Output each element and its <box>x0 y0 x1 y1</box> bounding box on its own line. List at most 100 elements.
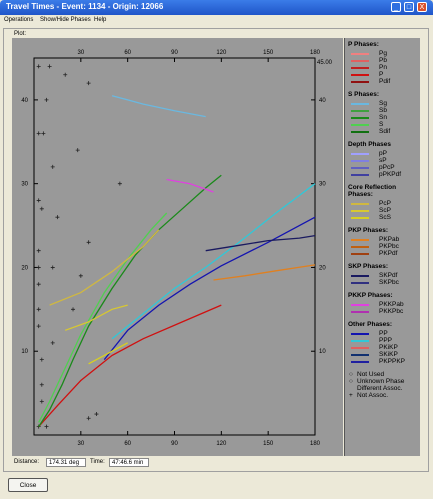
not-assoc-marker <box>63 72 68 77</box>
legend-item-ppp: PPP <box>379 337 393 344</box>
phase-curve-pkpab <box>213 264 316 281</box>
legend-swatch-ppkpdf <box>351 174 369 176</box>
legend-item-scs: ScS <box>379 214 391 221</box>
x-tick-label-bottom: 90 <box>171 441 178 447</box>
not-assoc-marker <box>39 357 44 362</box>
minimize-button[interactable]: _ <box>391 2 401 12</box>
not-assoc-marker <box>75 148 80 153</box>
title-bar[interactable]: Travel Times - Event: 1134 - Origin: 120… <box>0 0 433 15</box>
phase-curve-s <box>38 212 168 423</box>
legend-swatch-skpdf <box>351 275 369 277</box>
legend-group-title: Core Reflection Phases: <box>348 184 397 198</box>
phase-legend: P Phases: Pg Pb Pn P Pdif S Phases: Sg Sb Sn S Sdif… <box>344 38 420 456</box>
not-assoc-marker <box>47 64 52 69</box>
legend-swatch-scs <box>351 217 369 219</box>
phase-curve-pkkpab <box>166 178 214 193</box>
menu-operations[interactable]: Operations <box>4 17 34 23</box>
travel-time-chart[interactable]: 30 30 60 60 90 90 120 120 150 150 180 180 10 10 20 20 30… <box>12 38 343 456</box>
legend-marker-symbol: + <box>349 392 353 399</box>
close-window-button[interactable]: X <box>417 2 427 12</box>
legend-swatch-pcp <box>351 203 369 205</box>
not-assoc-marker <box>50 340 55 345</box>
legend-group-title: PKKP Phases: <box>348 292 393 299</box>
legend-marker-item: Unknown Phase <box>357 378 405 385</box>
close-button[interactable]: Close <box>8 478 48 492</box>
y-tick-label-left: 40 <box>21 98 28 104</box>
not-assoc-marker <box>36 265 41 270</box>
legend-swatch-pdif <box>351 81 369 83</box>
menu-help[interactable]: Help <box>94 17 107 23</box>
y-tick-label-left: 20 <box>21 265 28 271</box>
not-assoc-marker <box>78 273 83 278</box>
legend-item-pkpbc: PKPbc <box>379 243 399 250</box>
not-assoc-marker <box>94 412 99 417</box>
legend-swatch-ppcp <box>351 167 369 169</box>
legend-item-sdif: Sdif <box>379 128 391 135</box>
legend-marker-item: Different Assoc. <box>357 385 403 392</box>
time-value: 47:46.6 min <box>109 458 149 467</box>
legend-item-sb: Sb <box>379 107 387 114</box>
x-tick-label-bottom: 120 <box>216 441 227 447</box>
y-tick-label-right: 10 <box>319 349 326 355</box>
legend-item-pdif: Pdif <box>379 78 391 85</box>
window-title: Travel Times - Event: 1134 - Origin: 120… <box>6 2 164 11</box>
legend-item-skpdf: SKPdf <box>379 272 398 279</box>
not-assoc-marker <box>86 81 91 86</box>
menu-show-hide-phases[interactable]: Show/Hide Phases <box>40 17 91 23</box>
menu-bar: Operations Show/Hide Phases Help <box>0 15 433 26</box>
x-tick-label-top: 180 <box>310 50 321 56</box>
legend-item-pn: Pn <box>379 64 387 71</box>
x-tick-label-top: 60 <box>124 50 131 56</box>
not-assoc-marker <box>117 181 122 186</box>
not-assoc-marker <box>36 248 41 253</box>
phase-curve-pcp <box>49 229 160 306</box>
not-assoc-marker <box>41 131 46 136</box>
legend-swatch-pkpbc <box>351 246 369 248</box>
x-tick-label-bottom: 30 <box>77 441 84 447</box>
phase-curve-skpdf <box>205 234 316 252</box>
legend-item-pp: pP <box>379 150 387 157</box>
legend-group-title: P Phases: <box>348 41 379 48</box>
phase-curve-p <box>38 304 222 428</box>
legend-swatch-ppp <box>351 340 369 342</box>
legend-swatch-s <box>351 124 369 126</box>
plot-area[interactable]: 30 30 60 60 90 90 120 120 150 150 180 180 10 10 20 20 30… <box>12 38 343 456</box>
legend-swatch-sb <box>351 110 369 112</box>
plot-border <box>33 57 316 436</box>
phase-curve-scs <box>88 342 129 365</box>
maximize-button[interactable]: □ <box>404 2 414 12</box>
x-tick-label-bottom: 150 <box>263 441 274 447</box>
not-assoc-marker <box>39 206 44 211</box>
plot-frame <box>3 28 429 472</box>
legend-item-pkkpbc: PKKPbc <box>379 308 404 315</box>
not-assoc-marker <box>44 97 49 102</box>
not-assoc-marker <box>39 399 44 404</box>
time-label: Time: <box>90 459 105 465</box>
phase-curve-sg <box>111 95 206 118</box>
legend-item-ppkpdf: pPKPdf <box>379 171 402 178</box>
legend-group-title: SKP Phases: <box>348 263 388 270</box>
legend-item-pg: Pg <box>379 50 387 57</box>
not-assoc-marker <box>36 324 41 329</box>
not-assoc-marker <box>39 382 44 387</box>
phase-curve-scp <box>64 304 128 331</box>
legend-marker-symbol: ○ <box>349 371 353 378</box>
y-tick-label-right: 40 <box>319 98 326 104</box>
legend-swatch-pkikp <box>351 347 369 349</box>
legend-marker-item: Not Assoc. <box>357 392 389 399</box>
x-tick-label-bottom: 180 <box>310 441 321 447</box>
not-assoc-marker <box>36 307 41 312</box>
legend-swatch-sg <box>351 103 369 105</box>
legend-item-sn: Sn <box>379 114 387 121</box>
status-bar: Distance: 174.31 deg Time: 47:46.6 min <box>12 457 343 469</box>
not-assoc-marker <box>36 64 41 69</box>
not-assoc-marker <box>36 198 41 203</box>
legend-swatch-pn <box>351 67 369 69</box>
legend-item-pkppkp: PKPPKP <box>379 358 406 365</box>
x-tick-label-top: 120 <box>216 50 227 56</box>
not-assoc-marker <box>50 164 55 169</box>
not-assoc-marker <box>86 416 91 421</box>
phase-curve-pp <box>103 216 316 361</box>
not-assoc-marker <box>55 215 60 220</box>
x-tick-label-top: 150 <box>263 50 274 56</box>
